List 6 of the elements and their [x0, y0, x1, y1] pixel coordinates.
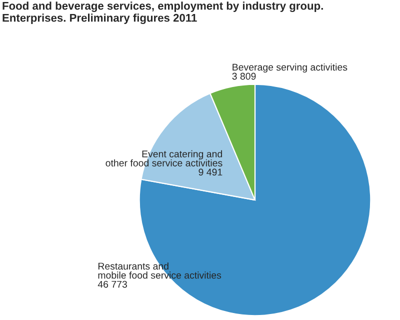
slice-label: Beverage serving activities — [232, 63, 348, 73]
slice-label: Event catering and other food service activities — [106, 150, 222, 166]
data-label: 46 773 — [98, 280, 127, 288]
data-label: 3 809 — [232, 72, 256, 80]
data-label: 9 491 — [198, 168, 222, 176]
chart-title: Food and beverage services, employment by industry group. Enterprises. Preliminary figures 2011 — [2, 2, 323, 24]
